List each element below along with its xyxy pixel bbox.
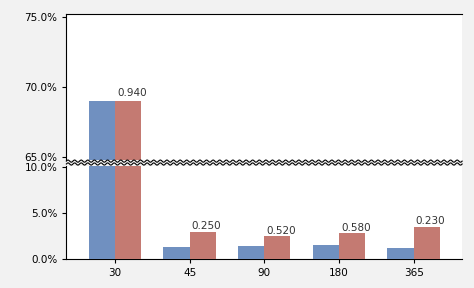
Bar	[414, 227, 440, 259]
Bar	[164, 247, 190, 259]
Text: 0.520: 0.520	[266, 226, 296, 236]
Text: 0.940: 0.940	[117, 88, 146, 98]
Bar	[190, 232, 216, 259]
Bar	[89, 101, 115, 288]
Bar	[115, 101, 141, 288]
Bar	[387, 248, 414, 259]
Text: 0.230: 0.230	[416, 216, 445, 226]
Text: 0.250: 0.250	[191, 221, 221, 231]
Bar	[238, 246, 264, 259]
Bar	[339, 234, 365, 259]
Bar	[313, 245, 339, 259]
Text: 0.580: 0.580	[341, 223, 371, 233]
Bar	[264, 236, 291, 259]
Bar	[89, 0, 115, 259]
Bar	[115, 0, 141, 259]
